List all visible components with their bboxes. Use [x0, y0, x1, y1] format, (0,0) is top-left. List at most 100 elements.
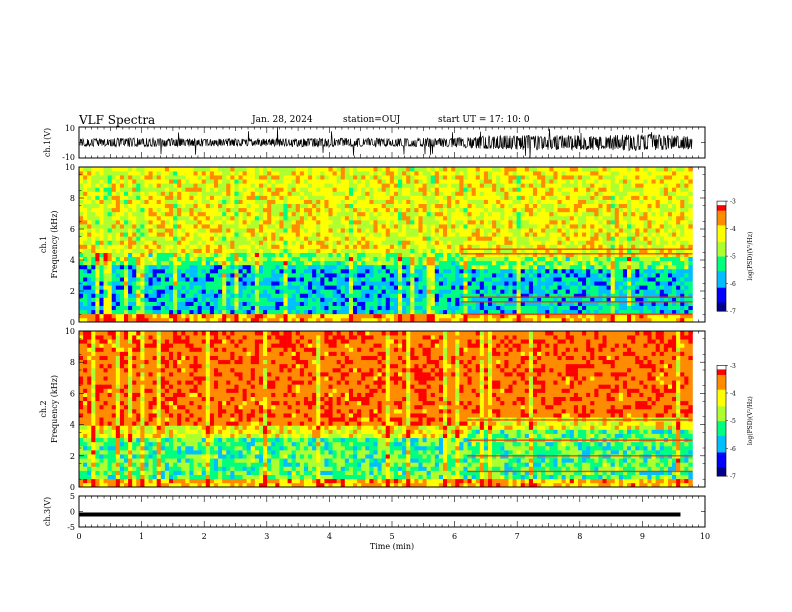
psd-cell [508, 277, 513, 282]
psd-cell [168, 224, 174, 229]
psd-cell [504, 277, 509, 282]
psd-cell [128, 211, 133, 217]
psd-cell [528, 224, 534, 229]
psd-cell [414, 232, 419, 237]
psd-cell [385, 167, 391, 172]
psd-cell [479, 175, 485, 180]
psd-cell [156, 301, 162, 306]
psd-cell [242, 297, 247, 302]
psd-cell [128, 224, 133, 229]
psd-cell [504, 187, 509, 192]
psd-cell [414, 297, 419, 302]
psd-cell [267, 187, 272, 192]
psd-cell [258, 195, 264, 200]
psd-cell [369, 195, 374, 200]
psd-cell [336, 175, 342, 180]
psd-cell [242, 167, 247, 172]
psd-cell [209, 297, 215, 302]
psd-cell [389, 264, 395, 270]
psd-cell [226, 297, 231, 302]
psd-cell [316, 285, 321, 290]
psd-cell [426, 187, 432, 192]
psd-cell [398, 211, 403, 217]
psd-cell [492, 203, 497, 209]
psd-cell [365, 285, 370, 290]
psd-cell [418, 203, 423, 209]
psd-cell [234, 256, 239, 262]
psd-cell [520, 264, 526, 270]
psd-cell [140, 289, 145, 294]
psd-cell [119, 285, 125, 290]
psd-cell [132, 297, 137, 302]
psd-cell [144, 191, 149, 196]
psd-cell [553, 317, 558, 323]
psd-cell [447, 293, 452, 298]
psd-cell [541, 309, 546, 315]
psd-cell [148, 317, 153, 323]
psd-cell [320, 273, 325, 278]
psd-cell [451, 171, 456, 176]
psd-cell [402, 203, 407, 209]
psd-cell [205, 211, 211, 217]
psd-cell [177, 175, 182, 180]
psd-cell [479, 277, 485, 282]
psd-cell [438, 191, 444, 196]
psd-cell [475, 268, 481, 274]
psd-cell [173, 171, 178, 176]
psd-cell [561, 207, 566, 213]
psd-cell [168, 199, 174, 205]
psd-cell [475, 203, 481, 209]
psd-cell [393, 248, 399, 253]
psd-cell [312, 236, 317, 241]
psd-cell [99, 264, 104, 270]
psd-cell [279, 244, 284, 249]
psd-cell [451, 228, 456, 233]
psd-cell [565, 240, 571, 245]
psd-cell [205, 252, 211, 258]
psd-cell [279, 207, 284, 213]
psd-cell [222, 244, 227, 249]
psd-cell [504, 207, 509, 213]
psd-cell [467, 207, 472, 213]
psd-cell [213, 203, 219, 209]
psd-cell [344, 240, 350, 245]
psd-cell [250, 220, 256, 225]
psd-cell [107, 175, 113, 180]
psd-cell [316, 273, 321, 278]
psd-cell [451, 277, 456, 282]
psd-cell [205, 256, 211, 262]
psd-cell [340, 293, 346, 298]
psd-cell [336, 195, 342, 200]
psd-cell [451, 309, 456, 315]
psd-cell [324, 240, 329, 245]
psd-cell [553, 264, 558, 270]
psd-cell [250, 171, 256, 176]
psd-cell [385, 191, 391, 196]
psd-cell [295, 317, 301, 323]
psd-cell [189, 252, 194, 258]
psd-cell [299, 317, 305, 323]
psd-cell [557, 236, 562, 241]
psd-cell [226, 273, 231, 278]
psd-cell [181, 183, 186, 188]
psd-cell [418, 248, 423, 253]
psd-cell [385, 187, 391, 192]
psd-cell [132, 199, 137, 205]
psd-cell [238, 195, 243, 200]
psd-cell [254, 220, 260, 225]
psd-cell [402, 207, 407, 213]
psd-cell [348, 215, 354, 221]
psd-cell [475, 252, 481, 258]
psd-cell [385, 183, 391, 188]
psd-cell [185, 240, 190, 245]
psd-cell [250, 167, 256, 172]
psd-cell [79, 187, 84, 192]
psd-cell [520, 297, 526, 302]
psd-cell [365, 195, 370, 200]
psd-cell [438, 260, 444, 266]
psd-cell [422, 289, 427, 294]
psd-cell [565, 215, 571, 221]
psd-cell [344, 179, 350, 184]
psd-cell [348, 179, 354, 184]
psd-cell [410, 187, 415, 192]
